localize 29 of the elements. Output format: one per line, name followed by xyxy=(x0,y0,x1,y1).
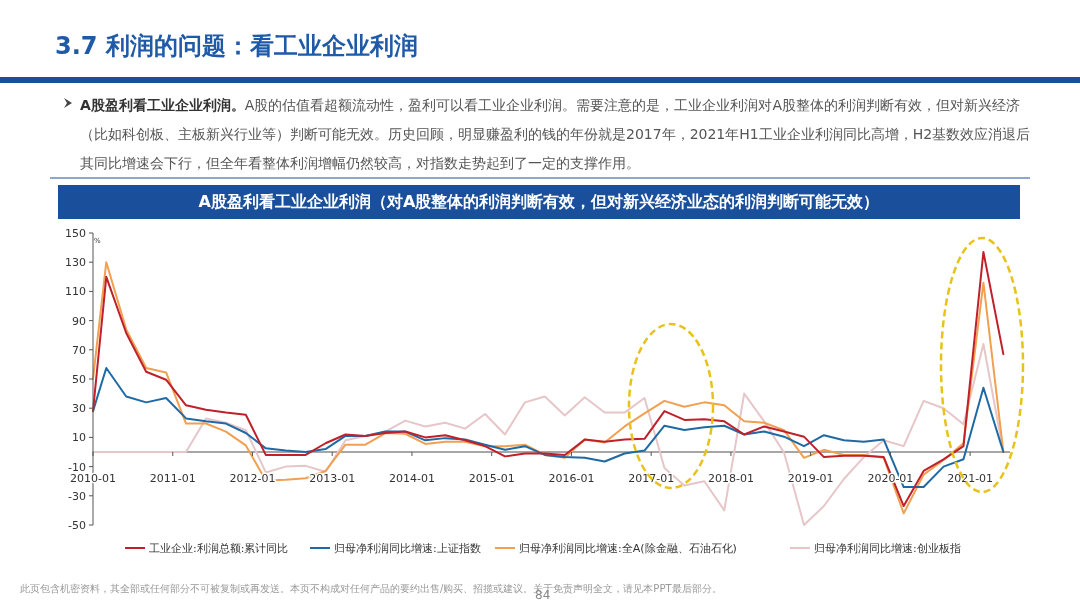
y-tick-label: 30 xyxy=(72,402,86,416)
x-tick-label: 2010-01 xyxy=(70,472,116,485)
x-tick-label: 2015-01 xyxy=(468,472,515,485)
legend-label: 归母净利润同比增速:全A(除金融、石油石化) xyxy=(519,542,737,555)
y-tick-label: 150 xyxy=(65,227,86,240)
chart-subtitle: A股盈利看工业企业利润（对A股整体的利润判断有效，但对新兴经济业态的利润判断可能无效） xyxy=(58,185,1020,219)
y-tick-label: -50 xyxy=(68,519,86,532)
x-tick-label: 2018-01 xyxy=(707,472,754,485)
x-tick-label: 2017-01 xyxy=(628,472,675,485)
x-tick-label: 2016-01 xyxy=(548,472,595,485)
x-tick-label: 2013-01 xyxy=(309,472,356,485)
y-tick-label: 130 xyxy=(65,256,86,270)
y-tick-label: 90 xyxy=(72,314,86,328)
x-tick-label: 2019-01 xyxy=(787,472,834,485)
x-tick-label: 2012-01 xyxy=(229,472,276,485)
y-tick-label: 50 xyxy=(72,373,86,386)
x-tick-label: 2011-01 xyxy=(149,472,196,485)
chart-title: 3.7 利润的问题：看工业企业利润 xyxy=(55,31,418,62)
legend-label: 归母净利润同比增速:创业板指 xyxy=(814,542,961,555)
text: A股盈利看工业企业利润。 xyxy=(80,97,245,113)
legend-label: 工业企业:利润总额:累计同比 xyxy=(149,542,289,555)
x-tick-label: 2021-01 xyxy=(947,472,994,485)
y-tick-label: -30 xyxy=(68,489,86,503)
y-tick-label: 10 xyxy=(72,431,86,445)
y-tick-label: -10 xyxy=(68,460,86,474)
legend-label: 归母净利润同比增速:上证指数 xyxy=(334,542,481,555)
x-tick-label: 2014-01 xyxy=(388,472,435,485)
y-tick-label: 70 xyxy=(72,343,86,357)
y-tick-label: 110 xyxy=(65,285,86,299)
